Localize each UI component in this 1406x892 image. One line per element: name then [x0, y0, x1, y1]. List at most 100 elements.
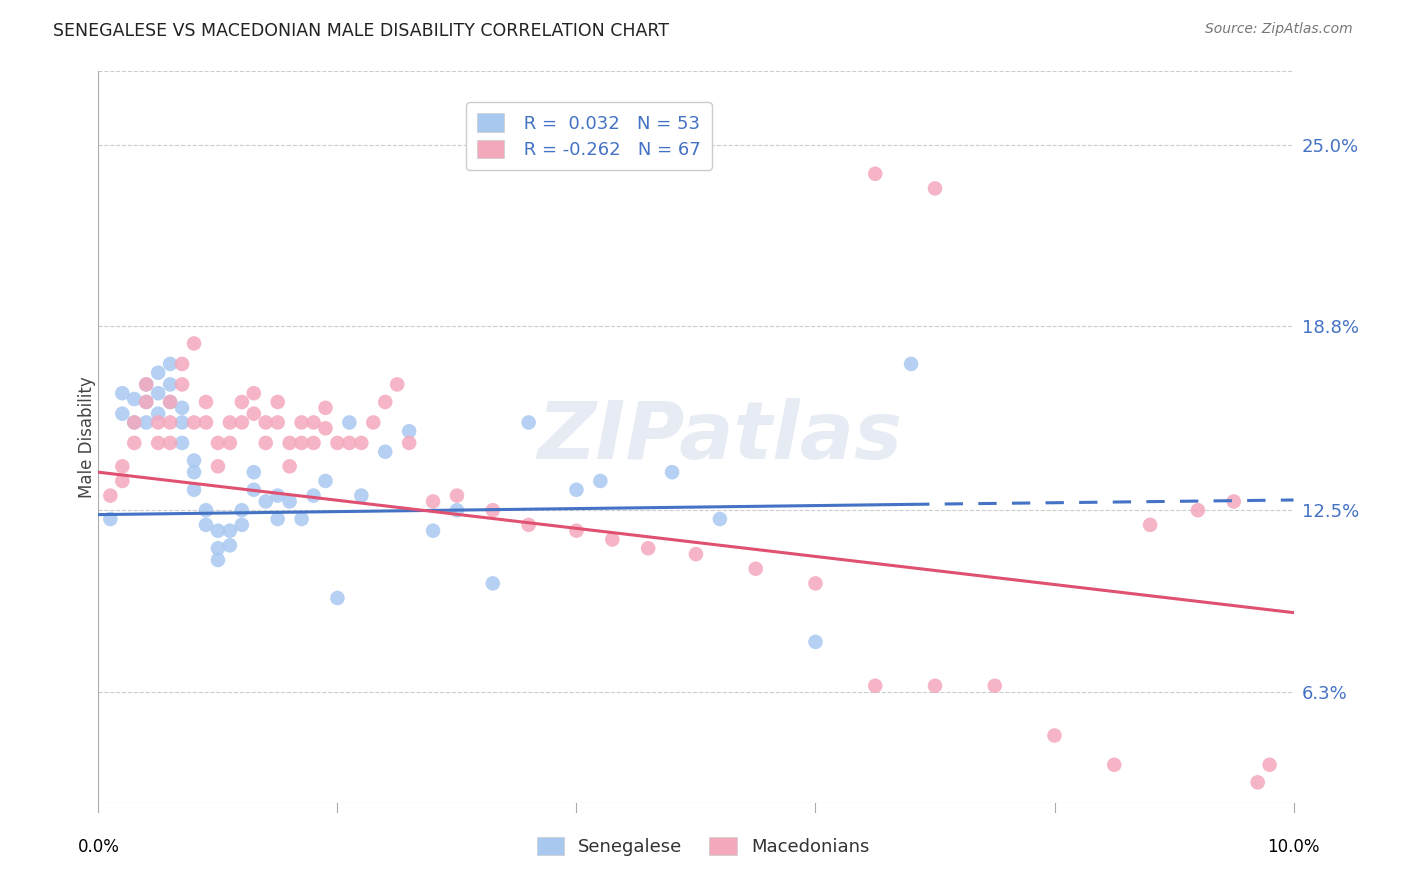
Point: [422, 494, 444, 508]
Point: [231, 416, 253, 430]
Legend:  R =  0.032   N = 53,  R = -0.262   N = 67: R = 0.032 N = 53, R = -0.262 N = 67: [465, 103, 711, 169]
Point: [207, 459, 229, 474]
Point: [804, 635, 827, 649]
Point: [363, 416, 385, 430]
Point: [148, 407, 170, 421]
Point: [1187, 503, 1209, 517]
Y-axis label: Male Disability: Male Disability: [79, 376, 96, 498]
Point: [446, 489, 468, 503]
Point: [865, 679, 887, 693]
Point: [243, 407, 266, 421]
Text: 0.0%: 0.0%: [77, 838, 120, 856]
Point: [482, 503, 505, 517]
Point: [1104, 757, 1126, 772]
Point: [685, 547, 707, 561]
Text: ZIPatlas: ZIPatlas: [537, 398, 903, 476]
Point: [302, 436, 325, 450]
Point: [422, 524, 444, 538]
Point: [124, 416, 146, 430]
Point: [243, 483, 266, 497]
Point: [267, 416, 290, 430]
Point: [195, 416, 218, 430]
Point: [374, 395, 396, 409]
Point: [124, 416, 146, 430]
Point: [291, 416, 314, 430]
Point: [1247, 775, 1270, 789]
Point: [159, 395, 181, 409]
Point: [482, 576, 505, 591]
Point: [326, 436, 349, 450]
Point: [745, 562, 768, 576]
Point: [148, 366, 170, 380]
Point: [350, 436, 373, 450]
Point: [195, 503, 218, 517]
Point: [267, 512, 290, 526]
Point: [195, 517, 218, 532]
Point: [231, 517, 253, 532]
Point: [267, 395, 290, 409]
Point: [865, 167, 887, 181]
Point: [709, 512, 731, 526]
Point: [291, 436, 314, 450]
Point: [148, 416, 170, 430]
Point: [159, 377, 181, 392]
Point: [135, 395, 157, 409]
Point: [278, 459, 301, 474]
Point: [135, 377, 157, 392]
Point: [326, 591, 349, 605]
Point: [398, 424, 420, 438]
Point: [267, 489, 290, 503]
Point: [148, 386, 170, 401]
Point: [924, 679, 946, 693]
Point: [302, 489, 325, 503]
Point: [900, 357, 922, 371]
Point: [135, 377, 157, 392]
Point: [291, 512, 314, 526]
Point: [183, 453, 205, 467]
Point: [385, 377, 409, 392]
Point: [111, 407, 134, 421]
Point: [637, 541, 659, 556]
Point: [984, 679, 1007, 693]
Point: [124, 392, 146, 406]
Point: [207, 541, 229, 556]
Point: [446, 503, 468, 517]
Point: [148, 436, 170, 450]
Point: [219, 416, 242, 430]
Point: [602, 533, 624, 547]
Point: [219, 524, 242, 538]
Point: [1258, 757, 1281, 772]
Point: [339, 436, 361, 450]
Point: [111, 459, 134, 474]
Point: [517, 517, 540, 532]
Point: [278, 436, 301, 450]
Point: [111, 474, 134, 488]
Point: [183, 336, 205, 351]
Point: [565, 483, 588, 497]
Point: [195, 395, 218, 409]
Text: 10.0%: 10.0%: [1267, 838, 1320, 856]
Point: [159, 436, 181, 450]
Point: [172, 357, 194, 371]
Point: [207, 524, 229, 538]
Point: [517, 416, 540, 430]
Point: [254, 436, 277, 450]
Point: [302, 416, 325, 430]
Legend: Senegalese, Macedonians: Senegalese, Macedonians: [530, 830, 876, 863]
Point: [219, 538, 242, 552]
Point: [207, 436, 229, 450]
Point: [172, 416, 194, 430]
Point: [207, 553, 229, 567]
Point: [315, 474, 337, 488]
Point: [339, 416, 361, 430]
Point: [243, 386, 266, 401]
Point: [1223, 494, 1246, 508]
Point: [183, 483, 205, 497]
Point: [924, 181, 946, 195]
Point: [172, 436, 194, 450]
Point: [243, 465, 266, 479]
Point: [254, 416, 277, 430]
Point: [315, 401, 337, 415]
Point: [183, 416, 205, 430]
Point: [231, 395, 253, 409]
